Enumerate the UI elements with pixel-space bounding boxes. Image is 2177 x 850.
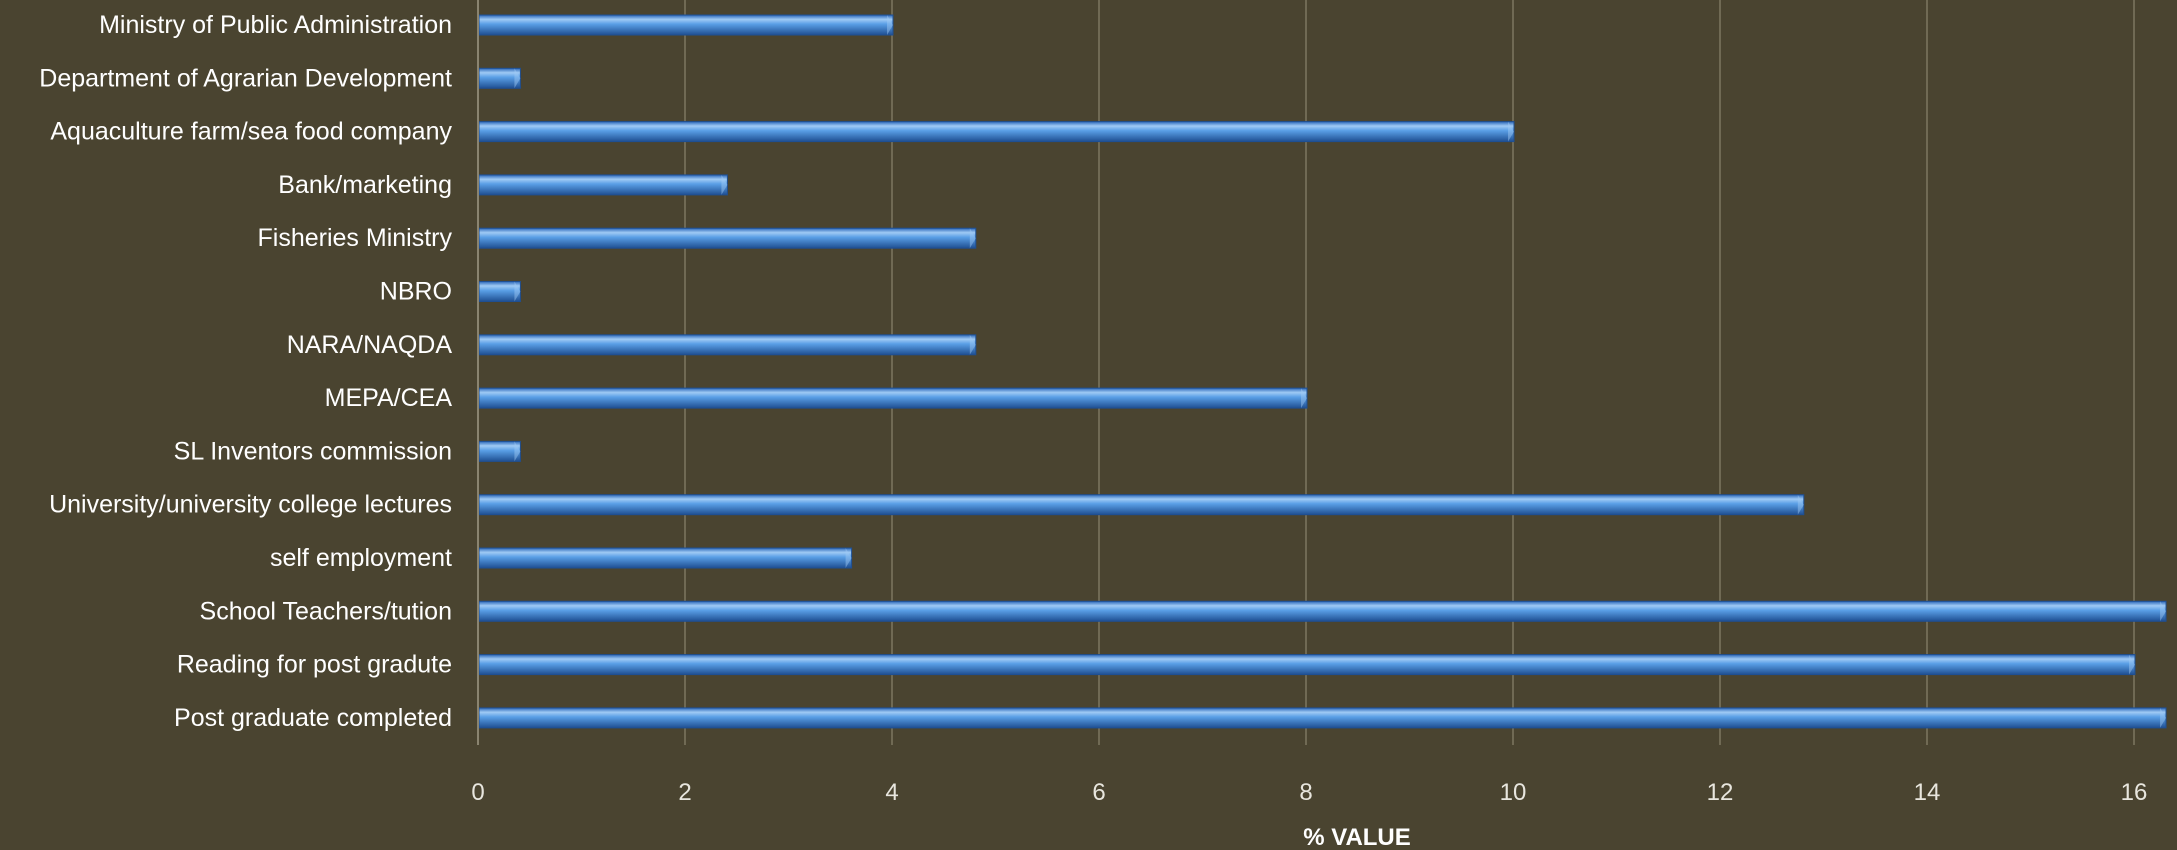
bar <box>478 707 2167 729</box>
category-labels: Ministry of Public Administration Departm… <box>39 11 452 732</box>
category-label: Reading for post gradute <box>177 651 452 679</box>
bar-body <box>478 547 853 569</box>
bar-body <box>478 654 2136 676</box>
x-axis-ticks: 0 2 4 6 8 10 12 14 16 <box>471 779 2147 806</box>
bar-end-cap <box>969 334 976 355</box>
x-tick-label: 6 <box>1092 779 1105 806</box>
category-label: School Teachers/tution <box>200 597 452 625</box>
category-label: Department of Agrarian Development <box>39 64 452 92</box>
bar <box>478 67 521 89</box>
bar-end-cap <box>514 68 521 89</box>
category-label: Fisheries Ministry <box>258 224 453 252</box>
category-label: SL Inventors commission <box>174 437 452 465</box>
bar-body <box>478 67 521 89</box>
bar <box>478 547 853 569</box>
bar-body <box>478 174 728 196</box>
bar-body <box>478 334 977 356</box>
bar <box>478 334 977 356</box>
bar <box>478 14 894 36</box>
bar-end-cap <box>1301 388 1307 409</box>
category-label: Post graduate completed <box>174 704 452 732</box>
bar-body <box>478 494 1805 516</box>
bar <box>478 440 521 462</box>
bar <box>478 600 2167 622</box>
bar-end-cap <box>514 281 521 302</box>
bar-body <box>478 281 521 302</box>
category-label: NBRO <box>380 278 452 306</box>
category-label: University/university college lectures <box>49 491 452 519</box>
bar-body <box>478 387 1308 409</box>
x-axis-title: % VALUE <box>1303 824 1411 850</box>
x-tick-label: 8 <box>1299 779 1312 806</box>
bar <box>478 654 2136 676</box>
bar-end-cap <box>1508 121 1514 142</box>
bar <box>478 281 521 302</box>
bar-body <box>478 707 2167 729</box>
category-label: self employment <box>270 544 452 572</box>
bar-body <box>478 440 521 462</box>
bar <box>478 227 977 249</box>
x-tick-label: 16 <box>2121 779 2148 806</box>
gridlines <box>684 0 2135 745</box>
category-label: NARA/NAQDA <box>287 331 453 359</box>
bar-end-cap <box>845 548 852 568</box>
category-label: Bank/marketing <box>278 171 452 199</box>
x-tick-label: 2 <box>678 779 691 806</box>
bar-end-cap <box>2160 707 2167 728</box>
bar <box>478 387 1308 409</box>
bar-end-cap <box>514 441 521 462</box>
x-tick-label: 0 <box>471 779 484 806</box>
bar-end-cap <box>1797 494 1804 515</box>
bar-end-cap <box>969 228 976 249</box>
bar-end-cap <box>721 174 728 195</box>
bar-end-cap <box>2160 601 2167 622</box>
bar <box>478 174 728 196</box>
x-tick-label: 4 <box>885 779 898 806</box>
category-label: Aquaculture farm/sea food company <box>50 118 452 146</box>
x-tick-label: 10 <box>1500 779 1527 806</box>
bar-body <box>478 227 977 249</box>
bar-end-cap <box>887 15 893 35</box>
bar <box>478 494 1805 516</box>
x-tick-label: 12 <box>1707 779 1734 806</box>
bar-body <box>478 14 894 36</box>
bar-body <box>478 121 1515 143</box>
bar-end-cap <box>2129 654 2135 675</box>
category-label: MEPA/CEA <box>325 384 453 412</box>
bars <box>478 14 2167 729</box>
category-label: Ministry of Public Administration <box>99 11 452 39</box>
bar <box>478 121 1515 143</box>
x-tick-label: 14 <box>1914 779 1941 806</box>
bar-body <box>478 600 2167 622</box>
